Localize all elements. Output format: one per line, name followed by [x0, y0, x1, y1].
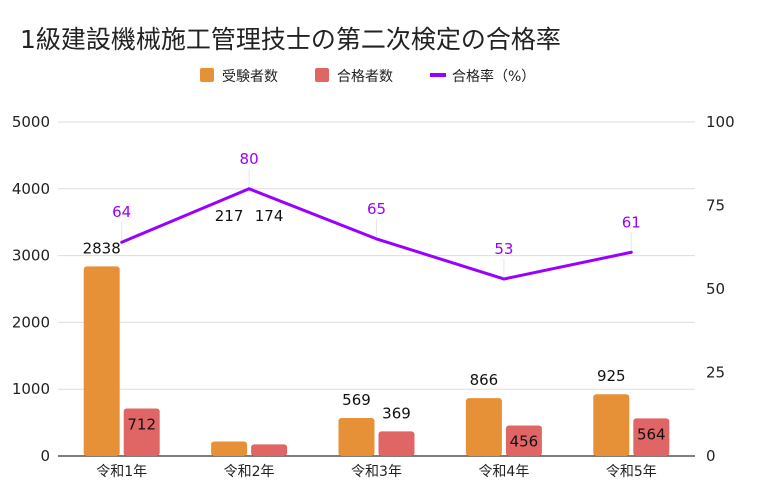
rate-label: 61: [622, 213, 641, 231]
rate-line: [120, 168, 633, 281]
y-tick-label: 0: [40, 447, 50, 465]
y-tick-label: 4000: [12, 180, 50, 198]
data-label: 712: [127, 415, 156, 433]
bar-examinees: [83, 266, 120, 456]
chart-title: 1級建設機械施工管理技士の第二次検定の合格率: [20, 25, 561, 54]
x-tick-label: 令和5年: [606, 464, 657, 480]
data-label: 2838: [83, 239, 121, 257]
rate-label: 53: [494, 240, 513, 258]
y-tick-label: 1000: [12, 380, 50, 398]
data-label: 925: [597, 367, 626, 385]
legend: 受験者数 合格者数 合格率（%）: [200, 68, 535, 85]
rate-point: [120, 240, 124, 244]
bar-examinees: [593, 394, 630, 456]
bar-examinees: [211, 441, 248, 456]
y2-tick-label: 75: [706, 197, 725, 215]
data-label: 456: [510, 433, 539, 451]
data-label: 569: [342, 391, 371, 409]
y-tick-label: 2000: [12, 313, 50, 331]
data-labels: 2838 217 569 866 925 712 174 369 456 564 64 80 65 53 6…: [83, 150, 666, 451]
rate-label: 80: [240, 150, 259, 168]
bar-passers: [123, 408, 160, 456]
legend-swatch: [200, 68, 214, 82]
data-label: 866: [470, 371, 499, 389]
bar-passers: [378, 431, 415, 456]
rate-label: 64: [112, 203, 131, 221]
bar-passers: [251, 444, 288, 456]
bar-passers: [505, 425, 542, 456]
y-tick-label: 5000: [12, 113, 50, 131]
y2-tick-label: 25: [706, 364, 725, 382]
bar-examinees: [465, 398, 502, 456]
data-label: 217: [215, 207, 244, 225]
bar-examinees: [338, 417, 375, 456]
rate-point: [629, 250, 633, 254]
data-label: 174: [255, 207, 284, 225]
legend-label: 合格率（%）: [452, 68, 535, 85]
legend-label: 受験者数: [222, 69, 278, 85]
axes: 0 1000 2000 3000 4000 5000 0 25 50 75 100 令和1年 令和2年 令…: [12, 113, 735, 480]
legend-swatch: [315, 68, 329, 82]
y2-tick-label: 50: [706, 280, 725, 298]
bars: [83, 266, 670, 456]
rate-point: [247, 187, 251, 191]
legend-swatch: [430, 73, 446, 77]
data-label: 369: [382, 404, 411, 422]
x-tick-label: 令和4年: [478, 464, 529, 480]
bar-passers: [633, 418, 670, 456]
y2-tick-label: 0: [706, 447, 716, 465]
rate-point: [375, 237, 378, 241]
x-tick-label: 令和3年: [351, 464, 402, 480]
legend-label: 合格者数: [337, 69, 393, 85]
rate-point: [502, 277, 506, 281]
gridlines: [58, 121, 695, 457]
data-label: 564: [637, 425, 666, 443]
y-tick-label: 3000: [12, 247, 50, 265]
rate-label: 65: [367, 200, 386, 218]
x-tick-label: 令和1年: [96, 464, 147, 480]
x-tick-label: 令和2年: [224, 464, 275, 480]
y2-tick-label: 100: [706, 113, 735, 131]
